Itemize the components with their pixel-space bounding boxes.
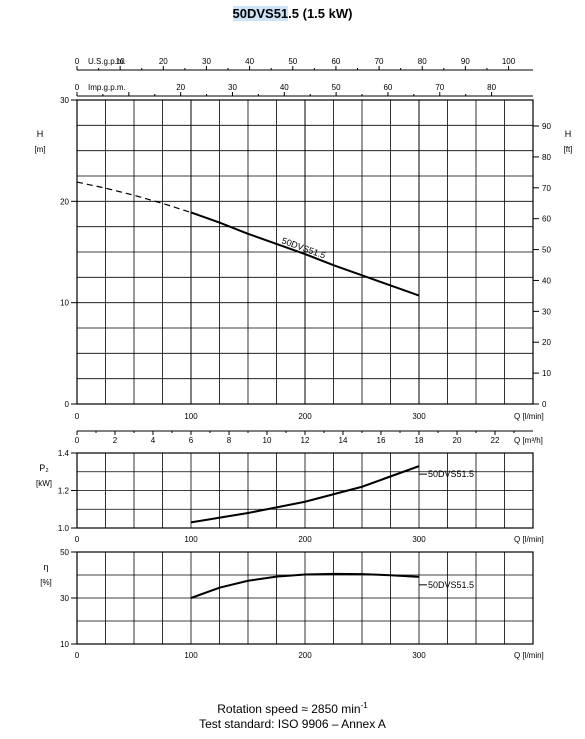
impgpm-tick-label: 30: [228, 83, 237, 92]
head-chart: 0 10 20 30 H [m] 0 10 20 30 40 50 60 70 80 90 H [ft] 0 100 2…: [34, 96, 572, 421]
impgpm-tick-label: 20: [176, 83, 185, 92]
eff-x-axis-label: Q [l/min]: [514, 651, 544, 660]
chart-footer: Rotation speed ≈ 2850 min-1 Test standar…: [0, 698, 585, 732]
head-x-tick-label: 0: [75, 412, 80, 421]
power-curve: [190, 465, 420, 524]
eff-series-label: 50DVS51.5: [428, 580, 474, 590]
m3h-tick-label: 4: [151, 436, 156, 445]
usgpm-tick-label: 50: [288, 57, 297, 66]
eff-x-tick-label: 0: [75, 651, 80, 660]
eff-y-tick-label: 10: [60, 640, 69, 649]
power-y-tick-label: 1.4: [58, 449, 70, 458]
usgpm-axis-label: U.S.g.p.m.: [88, 57, 126, 66]
usgpm-tick-label: 70: [375, 57, 384, 66]
usgpm-tick-label: 80: [418, 57, 427, 66]
m3h-tick-label: 12: [301, 436, 310, 445]
usgpm-tick-label: 10: [116, 57, 125, 66]
head-y2-tick-label: 50: [542, 246, 551, 255]
top-flow-axes: 0 10 20 30 40 50 60 70 80 90 100 U.S.g.p.m. 0 20 30 40 5…: [75, 57, 533, 97]
m3h-tick-label: 20: [453, 436, 462, 445]
head-plot-frame: [76, 99, 534, 405]
head-y2-tick-label: 10: [542, 369, 551, 378]
head-y2-tick-label: 30: [542, 307, 551, 316]
m3h-tick-label: 14: [339, 436, 348, 445]
impgpm-tick-label: 80: [487, 83, 496, 92]
power-y-axis-unit: [kW]: [36, 479, 52, 488]
head-y2-tick-label: 80: [542, 153, 551, 162]
usgpm-tick-label: 90: [461, 57, 470, 66]
m3h-tick-label: 0: [75, 436, 80, 445]
power-x-axis-label: Q [l/min]: [514, 535, 544, 544]
power-x-tick-label: 200: [298, 535, 312, 544]
power-x-tick-label: 100: [184, 535, 198, 544]
m3h-tick-label: 2: [113, 436, 118, 445]
eff-y-tick-label: 30: [60, 594, 69, 603]
head-x-axis-label: Q [l/min]: [514, 412, 544, 421]
eff-y-axis-label: η: [43, 562, 48, 572]
m3h-tick-label: 18: [415, 436, 424, 445]
head-y-tick-label: 10: [60, 299, 69, 308]
impgpm-axis-label: Imp.g.p.m.: [88, 83, 126, 92]
head-y2-tick-label: 60: [542, 215, 551, 224]
m3h-tick-label: 10: [263, 436, 272, 445]
power-x-tick-label: 0: [75, 535, 80, 544]
head-y2-tick-label: 90: [542, 122, 551, 131]
eff-x-tick-label: 300: [412, 651, 426, 660]
impgpm-tick-label: 50: [332, 83, 341, 92]
usgpm-tick-label: 30: [202, 57, 211, 66]
head-y-axis-label: H: [37, 129, 44, 139]
m3h-axis-label: Q [m³/h]: [514, 436, 543, 445]
head-y2-tick-label: 20: [542, 338, 551, 347]
head-curve: [190, 211, 420, 297]
usgpm-tick-label: 40: [245, 57, 254, 66]
head-y2-tick-label: 40: [542, 276, 551, 285]
head-x-tick-label: 100: [184, 412, 198, 421]
head-y2-tick-label: 0: [542, 400, 547, 409]
m3h-tick-label: 8: [227, 436, 232, 445]
head-y-tick-label: 0: [65, 400, 70, 409]
impgpm-tick-label: 60: [383, 83, 392, 92]
eff-curve: [190, 572, 420, 599]
usgpm-tick-label: 0: [75, 57, 80, 66]
head-y2-axis-unit: [ft]: [564, 145, 573, 154]
head-y-tick-label: 30: [60, 96, 69, 105]
efficiency-chart: 10 30 50 η [%] 0 100 200 300 Q [l/min] 50DVS51.5: [40, 548, 544, 660]
impgpm-tick-label: 0: [75, 83, 80, 92]
power-chart: 1.0 1.2 1.4 P₂ [kW] 0 100 200 300 Q [l/min] 50DVS5…: [36, 449, 544, 544]
head-y-axis-unit: [m]: [34, 145, 45, 154]
chart-title: 50DVS51.5 (1.5 kW): [0, 6, 585, 21]
m3h-tick-label: 16: [377, 436, 386, 445]
power-y-tick-label: 1.0: [58, 524, 70, 533]
power-y-tick-label: 1.2: [58, 487, 70, 496]
impgpm-tick-label: 70: [435, 83, 444, 92]
power-y-axis-label: P₂: [39, 463, 49, 473]
head-y2-tick-label: 70: [542, 184, 551, 193]
m3h-tick-label: 22: [491, 436, 500, 445]
head-y2-axis-label: H: [565, 129, 572, 139]
head-x-tick-label: 200: [298, 412, 312, 421]
eff-x-tick-label: 200: [298, 651, 312, 660]
head-x-tick-label: 300: [412, 412, 426, 421]
power-x-tick-label: 300: [412, 535, 426, 544]
impgpm-tick-label: 40: [280, 83, 289, 92]
power-series-label: 50DVS51.5: [428, 469, 474, 479]
title-rest: .5 (1.5 kW): [288, 6, 353, 21]
m3h-axis: 0 2 4 6 8 10 12 14 16 18 20 22 Q [m³/h]: [75, 430, 543, 445]
test-standard-text: Test standard: ISO 9906 – Annex A: [199, 717, 386, 731]
rotation-speed-text: Rotation speed ≈ 2850 min-1: [217, 701, 368, 716]
head-y-tick-label: 20: [60, 197, 69, 206]
eff-y-axis-unit: [%]: [40, 578, 52, 587]
eff-y-tick-label: 50: [60, 548, 69, 557]
usgpm-tick-label: 20: [159, 57, 168, 66]
title-highlight: 50DVS51: [232, 6, 289, 21]
m3h-tick-label: 6: [189, 436, 194, 445]
eff-x-tick-label: 100: [184, 651, 198, 660]
usgpm-tick-label: 100: [502, 57, 516, 66]
usgpm-tick-label: 60: [331, 57, 340, 66]
